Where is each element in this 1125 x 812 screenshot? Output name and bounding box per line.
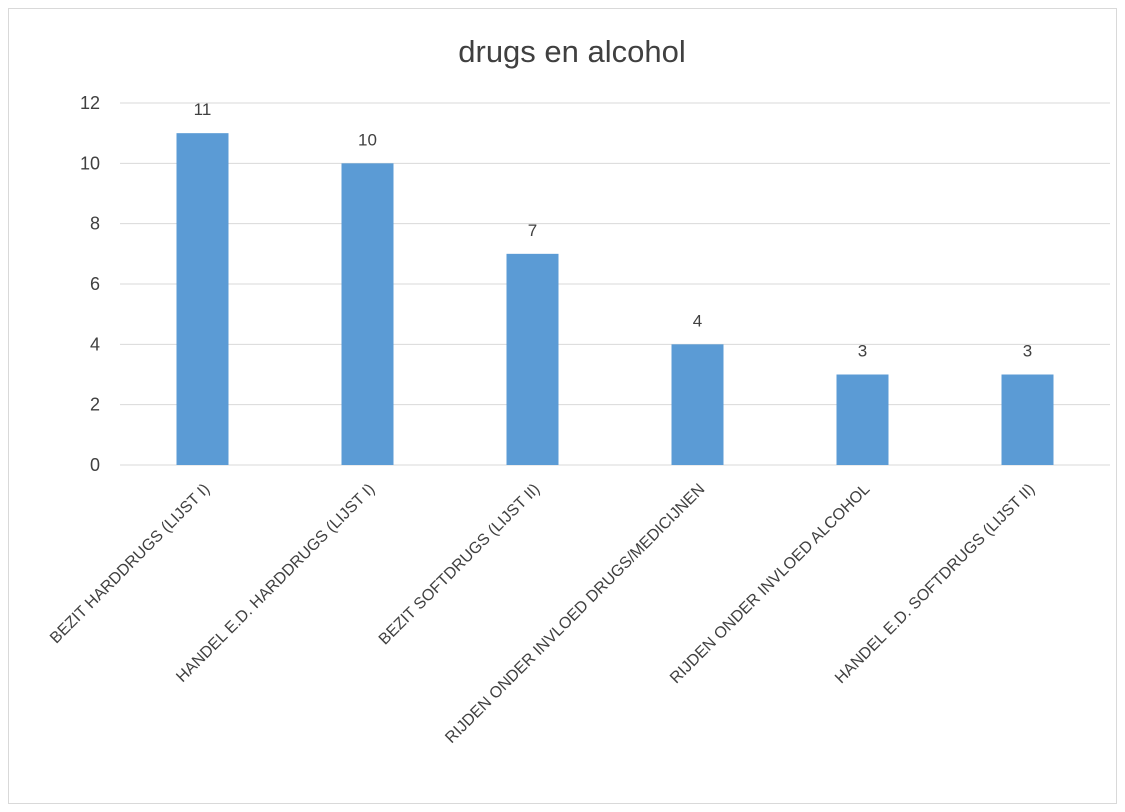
category-label: BEZIT SOFTDRUGS (LIJST II): [376, 481, 543, 648]
bar: [176, 133, 229, 465]
category-label: BEZIT HARDDRUGS (LIJST I): [47, 481, 213, 647]
bar: [1001, 374, 1054, 465]
data-label: 3: [858, 342, 867, 361]
bar: [341, 163, 394, 466]
category-label: HANDEL E.D. SOFTDRUGS (LIJST II): [832, 481, 1038, 687]
y-tick-label: 4: [90, 334, 100, 354]
bar: [836, 374, 889, 465]
y-tick-label: 6: [90, 274, 100, 294]
category-labels: BEZIT HARDDRUGS (LIJST I)HANDEL E.D. HAR…: [47, 481, 1038, 747]
data-label: 10: [358, 130, 377, 149]
bars: [176, 133, 1054, 466]
data-label: 4: [693, 311, 702, 330]
grid-lines: [120, 102, 1110, 466]
data-label: 11: [194, 100, 212, 119]
category-label: HANDEL E.D. HARDDRUGS (LIJST I): [173, 481, 378, 686]
bar: [506, 253, 559, 465]
category-label: RIJDEN ONDER INVLOED DRUGS/MEDICIJNEN: [442, 481, 708, 747]
y-axis-ticks: 0 2 4 6 8 10 12: [80, 93, 100, 475]
y-tick-label: 10: [80, 153, 100, 173]
bar: [671, 344, 724, 465]
y-tick-label: 8: [90, 214, 100, 234]
data-label: 3: [1023, 342, 1032, 361]
y-tick-label: 12: [80, 93, 100, 113]
data-label: 7: [528, 221, 537, 240]
y-tick-label: 0: [90, 455, 100, 475]
chart-title: drugs en alcohol: [458, 34, 686, 69]
y-tick-label: 2: [90, 395, 100, 415]
data-labels: 11 10 7 4 3 3: [194, 100, 1033, 360]
category-label: RIJDEN ONDER INVLOED ALCOHOL: [667, 481, 873, 687]
